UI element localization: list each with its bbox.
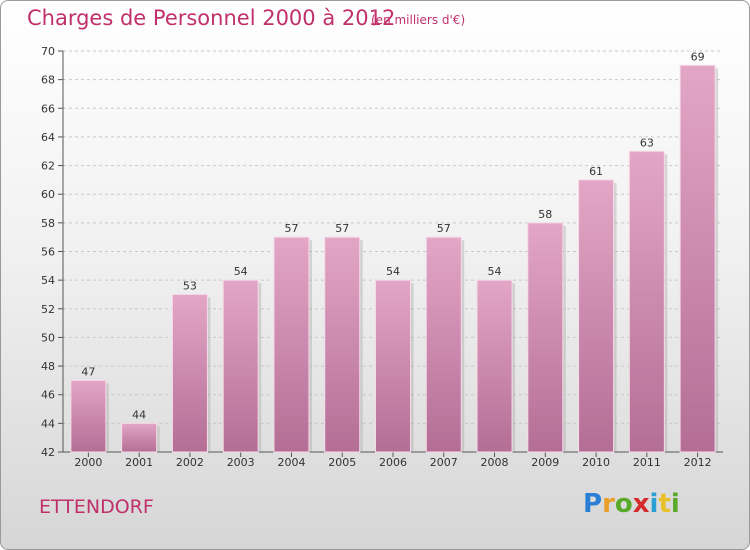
logo-letter: r xyxy=(602,489,615,519)
x-tick-label: 2006 xyxy=(379,456,407,469)
y-tick-label: 60 xyxy=(41,188,55,201)
x-tick-label: 2010 xyxy=(582,456,610,469)
bar xyxy=(273,236,310,453)
y-tick-label: 52 xyxy=(41,303,55,316)
y-tick-label: 50 xyxy=(41,331,55,344)
bar xyxy=(121,422,158,453)
bar xyxy=(375,279,411,453)
bar-value-label: 57 xyxy=(437,222,451,235)
bar xyxy=(628,150,665,453)
logo-letter: P xyxy=(583,489,603,519)
bar xyxy=(324,236,361,453)
bars xyxy=(70,64,719,453)
y-tick-label: 70 xyxy=(41,45,55,58)
bar-value-label: 57 xyxy=(335,222,349,235)
x-tick-label: 2008 xyxy=(481,456,509,469)
y-tick-label: 62 xyxy=(41,160,55,173)
bar-value-label: 44 xyxy=(132,408,146,421)
bar-value-label: 69 xyxy=(691,50,705,63)
y-tick-label: 44 xyxy=(41,417,55,430)
x-tick-label: 2002 xyxy=(176,456,204,469)
bar-value-label: 57 xyxy=(284,222,298,235)
bar xyxy=(476,279,513,453)
bar xyxy=(171,293,208,453)
x-tick-label: 2007 xyxy=(430,456,458,469)
bar xyxy=(527,222,564,453)
commune-name: ETTENDORF xyxy=(39,496,154,518)
y-tick-label: 64 xyxy=(41,131,55,144)
y-tick-label: 68 xyxy=(41,74,55,87)
chart-subtitle: (en milliers d'€) xyxy=(371,13,466,27)
bar xyxy=(578,179,615,453)
bar-value-label: 54 xyxy=(386,265,400,278)
logo-letter: i xyxy=(670,489,680,519)
y-tick-label: 46 xyxy=(41,389,55,402)
bar-value-label: 47 xyxy=(81,365,95,378)
bar-value-label: 61 xyxy=(589,165,603,178)
y-tick-label: 56 xyxy=(41,246,55,259)
chart-title: Charges de Personnel 2000 à 2012 xyxy=(27,6,396,30)
bar-value-label: 63 xyxy=(640,136,654,149)
y-tick-label: 58 xyxy=(41,217,55,230)
x-tick-label: 2012 xyxy=(684,456,712,469)
x-tick-label: 2011 xyxy=(633,456,661,469)
bar-value-label: 58 xyxy=(538,208,552,221)
bar-value-label: 54 xyxy=(488,265,502,278)
bar xyxy=(70,379,107,453)
x-tick-label: 2003 xyxy=(227,456,255,469)
logo-letter: i xyxy=(649,489,659,519)
bar-value-label: 54 xyxy=(234,265,248,278)
labels: 47 2000 44 2001 53 2002 54 2003 57 2004 57 2005 54 20… xyxy=(74,50,711,469)
x-tick-label: 2005 xyxy=(328,456,356,469)
y-tick-label: 54 xyxy=(41,274,55,287)
bar-value-label: 53 xyxy=(183,279,197,292)
bar xyxy=(679,64,716,453)
x-tick-label: 2001 xyxy=(125,456,153,469)
x-tick-label: 2000 xyxy=(74,456,102,469)
y-tick-label: 48 xyxy=(41,360,55,373)
bar xyxy=(425,236,462,453)
x-tick-label: 2004 xyxy=(277,456,305,469)
logo-letter: o xyxy=(614,489,633,519)
bar xyxy=(222,279,259,453)
x-tick-label: 2009 xyxy=(531,456,559,469)
y-tick-label: 66 xyxy=(41,102,55,115)
y-tick-label: 42 xyxy=(41,446,55,459)
proxiti-logo: Proxiti xyxy=(583,489,680,519)
logo-letter: t xyxy=(658,489,671,519)
logo-letter: x xyxy=(632,489,650,519)
